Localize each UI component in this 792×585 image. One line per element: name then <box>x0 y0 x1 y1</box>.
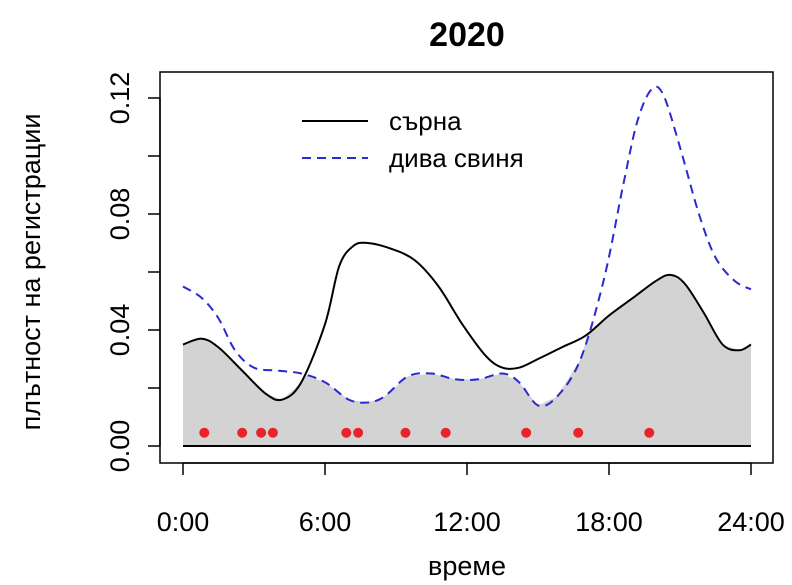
x-tick-label: 18:00 <box>575 507 643 537</box>
x-tick-label: 12:00 <box>433 507 501 537</box>
x-tick-label: 6:00 <box>299 507 352 537</box>
series-line-wild-boar <box>182 85 752 408</box>
legend-label: сърна <box>389 106 462 136</box>
observation-point <box>573 427 584 438</box>
chart-title: 2020 <box>429 16 505 54</box>
overlap-area <box>183 274 751 446</box>
legend: сърна дива свиня <box>302 106 524 173</box>
observation-point <box>400 427 411 438</box>
observation-point <box>256 427 267 438</box>
y-tick-label: 0.04 <box>105 304 135 357</box>
observation-point <box>237 427 248 438</box>
observation-point <box>440 427 451 438</box>
observation-point <box>267 427 278 438</box>
observation-point <box>521 427 532 438</box>
series-line-roe-deer <box>182 241 752 402</box>
observation-point <box>341 427 352 438</box>
observation-point <box>353 427 364 438</box>
observation-points <box>199 427 655 438</box>
y-tick-label: 0.08 <box>105 188 135 241</box>
x-axis-label: време <box>428 551 506 581</box>
x-axis: 0:00 6:00 12:00 18:00 24:00 <box>157 462 785 537</box>
y-tick-label: 0.12 <box>105 72 135 125</box>
y-axis: 0.00 0.04 0.08 0.12 <box>105 72 161 473</box>
legend-label: дива свиня <box>389 143 524 173</box>
observation-point <box>199 427 210 438</box>
x-tick-label: 24:00 <box>717 507 785 537</box>
y-axis-label: плътност на регистрации <box>16 114 46 431</box>
y-tick-label: 0.00 <box>105 420 135 473</box>
x-tick-label: 0:00 <box>157 507 210 537</box>
series-lines <box>182 85 752 408</box>
observation-point <box>644 427 655 438</box>
plot-area <box>159 71 774 464</box>
